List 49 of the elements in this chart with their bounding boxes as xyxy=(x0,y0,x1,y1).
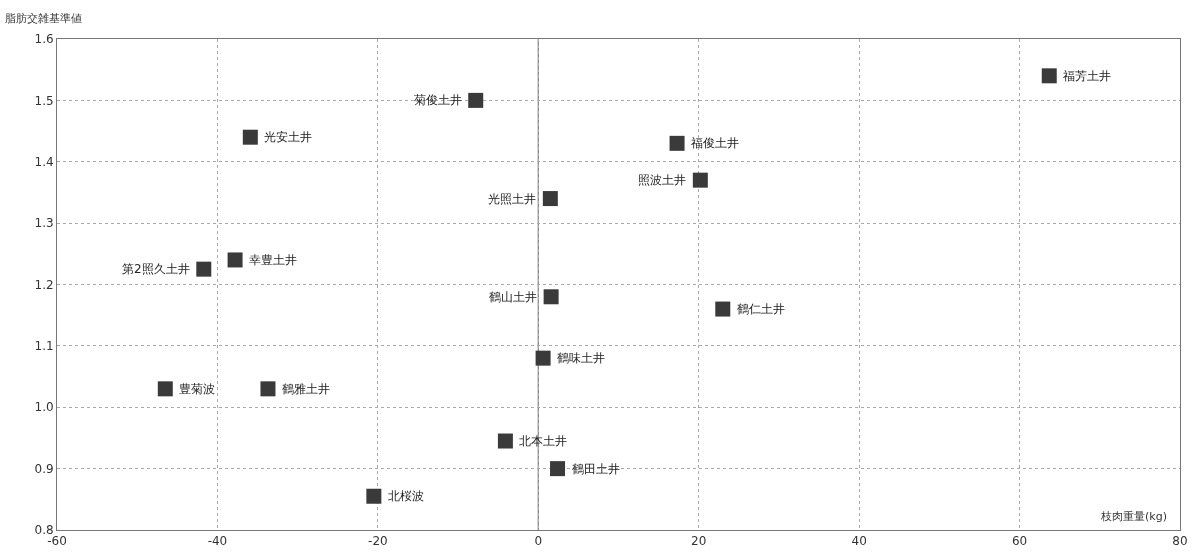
point xyxy=(227,252,243,268)
y-tick-label: 1.4 xyxy=(34,154,54,169)
annotation: 照波土井 xyxy=(638,173,686,187)
annotation: 光照土井 xyxy=(488,192,536,206)
annotation: 菊俊土井 xyxy=(414,93,462,107)
y-tick-label: 0.9 xyxy=(34,461,54,476)
point xyxy=(157,381,173,397)
annotation: 福俊土井 xyxy=(691,136,739,150)
annotation: 北桜波 xyxy=(388,489,424,503)
x-tick-label: 60 xyxy=(1011,534,1028,549)
annotation: 鶴山土井 xyxy=(489,290,537,304)
x-tick-label: 40 xyxy=(851,534,867,549)
annotation: 福芳土井 xyxy=(1063,69,1111,83)
point xyxy=(715,301,731,317)
point xyxy=(535,350,551,366)
annotation: 光安土井 xyxy=(264,130,312,144)
annotation: 鶴雅土井 xyxy=(282,382,330,396)
point xyxy=(497,433,513,449)
x-tick-label: 0 xyxy=(534,534,543,549)
point xyxy=(366,488,382,504)
point xyxy=(260,381,276,397)
y-axis-title: 脂肪交雑基準値 xyxy=(5,12,82,25)
point xyxy=(196,261,212,277)
y-tick-label: 1.2 xyxy=(34,277,54,292)
point xyxy=(468,92,484,108)
x-tick-label: 80 xyxy=(1172,534,1188,549)
point xyxy=(242,129,258,145)
annotation: 第2照久土井 xyxy=(122,262,190,276)
y-tick-label: 1.5 xyxy=(34,93,54,108)
annotation: 豊菊波 xyxy=(179,382,215,396)
point xyxy=(692,172,708,188)
annotation: 鶴田土井 xyxy=(572,462,620,476)
point xyxy=(669,135,685,151)
x-tick-label: 20 xyxy=(691,534,707,549)
point xyxy=(542,191,558,207)
x-tick-label: -40 xyxy=(207,534,228,549)
point xyxy=(543,289,559,305)
point xyxy=(1041,68,1057,84)
x-tick-label: -20 xyxy=(368,534,388,549)
y-tick-label: 1.0 xyxy=(34,400,54,415)
annotation: 北本土井 xyxy=(519,434,567,448)
annotation: 鶴味土井 xyxy=(557,351,605,365)
annotation: 鶴仁土井 xyxy=(737,302,785,316)
y-tick-label: 1.6 xyxy=(34,32,54,47)
x-axis-title: 枝肉重量(kg) xyxy=(1100,510,1167,523)
y-tick-label: 1.1 xyxy=(34,339,54,354)
annotation: 幸豊土井 xyxy=(249,253,297,267)
point xyxy=(550,461,566,477)
y-tick-label: 1.3 xyxy=(34,216,54,231)
